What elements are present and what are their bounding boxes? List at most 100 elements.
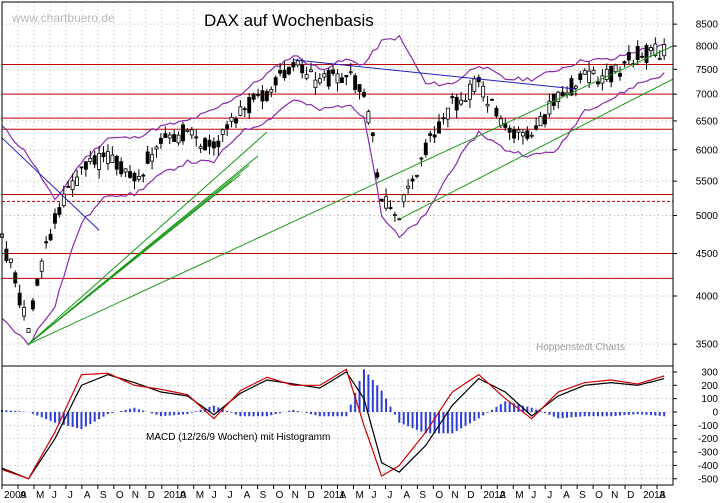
candle-body [8, 258, 13, 263]
candle-body [13, 272, 18, 284]
candle-body [141, 174, 146, 177]
macd-y-tick-label: 200 [701, 381, 718, 392]
candle-body [419, 157, 424, 160]
candle-body [229, 116, 234, 122]
candle-body [92, 155, 97, 165]
macd-histogram [1, 369, 666, 434]
candle-body [415, 174, 419, 177]
price-y-axis: 3500 4000 4500 5000 5500 6000 6500 7000 7500 8000… [673, 20, 718, 351]
x-tick-label: J [212, 490, 217, 501]
macd-y-tick-label: 100 [701, 394, 718, 405]
price-y-tick-label: 5500 [696, 177, 719, 188]
x-tick-label: A [563, 490, 570, 501]
candle-body [70, 180, 75, 190]
x-tick-label: A [340, 490, 347, 501]
candle-body [507, 127, 512, 133]
x-tick-label: A [180, 490, 187, 501]
candle-body [591, 69, 596, 74]
candle-body [450, 96, 455, 99]
x-tick-label: 2013 [643, 490, 666, 501]
x-tick-label: S [260, 490, 267, 501]
candle-body [119, 161, 124, 175]
candle-body [97, 153, 102, 170]
candle-body [167, 134, 172, 139]
x-tick-label: J [531, 490, 536, 501]
macd-y-tick-label: 300 [701, 367, 718, 378]
candle-body [618, 72, 622, 77]
candle-body [534, 125, 539, 130]
candle-body [635, 45, 640, 60]
candle-body [432, 134, 437, 138]
candle-body [370, 132, 375, 137]
candle-body [220, 129, 225, 135]
trend-line-blue [293, 59, 576, 90]
candle-body [322, 73, 327, 78]
candle-body [516, 129, 521, 133]
candle-body [234, 118, 238, 124]
x-tick-label: M [196, 490, 204, 501]
price-y-tick-label: 5000 [696, 211, 719, 222]
macd-lines [1, 368, 665, 480]
trend-lines [1, 45, 674, 345]
candle-body [379, 198, 384, 202]
candle-body [335, 73, 340, 84]
price-y-tick-label: 4000 [696, 292, 719, 303]
x-tick-label: N [451, 490, 458, 501]
candle-body [657, 57, 662, 60]
x-tick-label: 2010 [164, 490, 187, 501]
bollinger-lower [1, 72, 665, 346]
candle-body [551, 93, 556, 106]
candle-body [185, 129, 190, 132]
candle-body [295, 60, 300, 66]
candle-body [653, 43, 658, 56]
x-tick-label: A [20, 490, 27, 501]
candle-body [428, 133, 433, 136]
candle-body [547, 100, 552, 115]
candle-body [181, 124, 185, 142]
candle-body [587, 70, 592, 84]
candle-body [520, 132, 525, 137]
macd-y-tick-label: -400 [698, 461, 718, 472]
x-tick-label: A [499, 490, 506, 501]
candle-body [260, 90, 265, 102]
x-tick-label: J [228, 490, 233, 501]
candle-body [154, 146, 159, 150]
x-tick-label: A [659, 490, 666, 501]
candle-body [512, 129, 517, 139]
candle-body [158, 137, 163, 144]
candle-body [150, 154, 155, 162]
candle-body [644, 45, 649, 63]
x-tick-label: D [308, 490, 315, 501]
x-tick-label: S [579, 490, 586, 501]
candle-body [613, 64, 618, 73]
x-tick-label: J [387, 490, 392, 501]
credit-label: Hoppenstedt Charts [536, 342, 625, 353]
candle-body [35, 278, 40, 286]
bollinger-bands [1, 34, 665, 346]
candle-body [286, 66, 291, 75]
candle-body [556, 91, 561, 102]
candle-body [626, 52, 631, 61]
candle-body [278, 70, 283, 74]
candle-body [123, 168, 128, 173]
x-tick-label: J [371, 490, 376, 501]
candle-body [61, 193, 66, 206]
x-tick-label: O [116, 490, 124, 501]
trend-line-green [399, 78, 674, 220]
x-tick-label: A [244, 490, 251, 501]
candle-body [247, 96, 252, 114]
candle-body [269, 88, 274, 93]
candle-body [282, 69, 287, 79]
x-tick-label: J [547, 490, 552, 501]
candle-body [569, 78, 574, 96]
candle-body [596, 81, 600, 85]
candle-body [463, 99, 468, 102]
candle-body [445, 107, 450, 120]
candle-body [525, 130, 530, 139]
candle-body [136, 175, 141, 180]
price-grid [1, 2, 673, 366]
candle-body [494, 107, 499, 117]
x-tick-label: J [68, 490, 73, 501]
